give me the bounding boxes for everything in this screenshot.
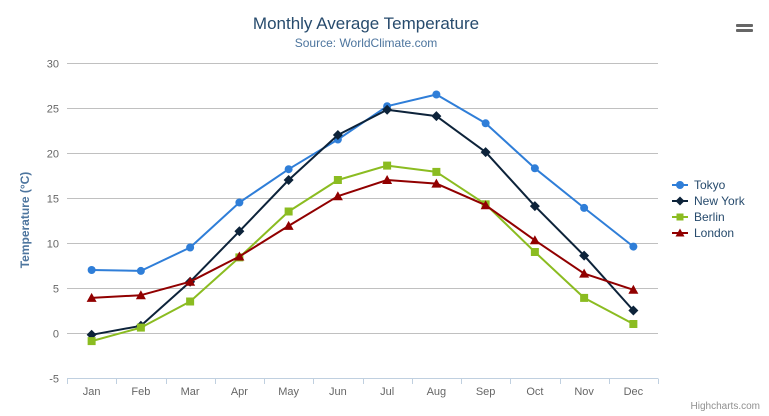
x-axis-label: Sep xyxy=(476,386,496,398)
x-axis-label: Nov xyxy=(574,386,594,398)
data-point-london[interactable] xyxy=(283,220,294,230)
data-point-london[interactable] xyxy=(480,200,491,210)
data-point-berlin[interactable] xyxy=(284,207,293,216)
data-point-tokyo[interactable] xyxy=(432,90,441,99)
data-point-tokyo[interactable] xyxy=(186,243,195,252)
data-point-tokyo[interactable] xyxy=(136,266,145,275)
data-point-london[interactable] xyxy=(135,290,146,300)
data-point-berlin[interactable] xyxy=(186,297,195,306)
data-point-new-york[interactable] xyxy=(382,104,393,115)
y-axis-label: 25 xyxy=(47,104,59,116)
legend-item-tokyo[interactable]: Tokyo xyxy=(672,177,745,193)
data-point-berlin[interactable] xyxy=(580,293,589,302)
y-axis-label: 5 xyxy=(53,284,59,296)
data-point-tokyo[interactable] xyxy=(284,165,293,174)
series-line-berlin[interactable] xyxy=(90,164,635,343)
square-legend-marker-icon xyxy=(672,213,688,221)
legend-label: New York xyxy=(694,194,745,208)
legend-label: Berlin xyxy=(694,210,725,224)
data-point-new-york[interactable] xyxy=(283,175,294,185)
x-axis-label: May xyxy=(278,386,299,398)
data-point-london[interactable] xyxy=(529,235,540,245)
data-point-tokyo[interactable] xyxy=(530,164,539,173)
data-point-new-york[interactable] xyxy=(480,147,491,158)
x-axis-label: Oct xyxy=(526,386,543,398)
data-point-london[interactable] xyxy=(579,268,590,278)
x-axis-label: Jul xyxy=(380,386,394,398)
x-axis-label: Feb xyxy=(131,386,150,398)
data-point-tokyo[interactable] xyxy=(481,119,490,128)
data-point-london[interactable] xyxy=(185,276,196,286)
legend-label: Tokyo xyxy=(694,178,726,192)
legend-item-london[interactable]: London xyxy=(672,225,745,241)
data-point-berlin[interactable] xyxy=(383,161,392,170)
y-axis-label: 0 xyxy=(53,329,59,341)
x-axis-label: Jun xyxy=(329,386,347,398)
data-point-new-york[interactable] xyxy=(628,305,639,316)
data-point-london[interactable] xyxy=(431,178,442,188)
series-line-london[interactable] xyxy=(90,179,635,299)
data-point-berlin[interactable] xyxy=(136,323,145,332)
data-point-berlin[interactable] xyxy=(333,176,342,184)
circle-legend-marker-icon xyxy=(672,181,688,189)
chart-subtitle: Source: WorldClimate.com xyxy=(294,36,438,50)
data-point-london[interactable] xyxy=(234,251,245,261)
legend-item-new-york[interactable]: New York xyxy=(672,193,745,209)
y-axis-label: 10 xyxy=(47,239,59,251)
x-axis-label: Aug xyxy=(427,386,447,398)
data-point-new-york[interactable] xyxy=(579,250,590,261)
x-axis-label: Apr xyxy=(231,386,248,398)
y-axis-label: 30 xyxy=(47,59,59,71)
data-point-tokyo[interactable] xyxy=(629,242,638,251)
data-point-london[interactable] xyxy=(332,191,343,201)
series-line-tokyo[interactable] xyxy=(90,93,635,272)
diamond-legend-marker-icon xyxy=(672,196,688,206)
data-point-berlin[interactable] xyxy=(87,337,96,346)
triangle-legend-marker-icon xyxy=(672,228,688,237)
credits-link[interactable]: Highcharts.com xyxy=(690,401,760,412)
data-point-berlin[interactable] xyxy=(530,248,539,256)
data-point-new-york[interactable] xyxy=(529,201,540,212)
data-point-london[interactable] xyxy=(628,284,639,294)
y-axis-label: 15 xyxy=(47,194,59,206)
data-point-london[interactable] xyxy=(86,292,97,302)
y-axis-label: -5 xyxy=(49,374,59,386)
legend: Tokyo New York Berlin London xyxy=(672,177,745,241)
x-axis-label: Jan xyxy=(83,386,101,398)
x-axis-label: Dec xyxy=(624,386,644,398)
data-point-tokyo[interactable] xyxy=(87,266,96,274)
data-point-london[interactable] xyxy=(382,175,393,184)
data-point-new-york[interactable] xyxy=(332,130,343,140)
data-point-berlin[interactable] xyxy=(629,320,638,328)
data-point-new-york[interactable] xyxy=(431,111,442,122)
hamburger-icon xyxy=(736,23,753,33)
y-axis-label: 20 xyxy=(47,149,59,161)
data-point-tokyo[interactable] xyxy=(235,198,244,207)
legend-item-berlin[interactable]: Berlin xyxy=(672,209,745,225)
chart-title: Monthly Average Temperature xyxy=(252,14,480,33)
data-point-tokyo[interactable] xyxy=(580,203,589,212)
legend-label: London xyxy=(694,226,735,240)
data-point-berlin[interactable] xyxy=(432,167,441,176)
context-menu-button[interactable] xyxy=(733,18,756,38)
x-axis-label: Mar xyxy=(181,386,200,398)
series-line-new-york[interactable] xyxy=(90,108,635,336)
data-point-new-york[interactable] xyxy=(234,226,245,237)
